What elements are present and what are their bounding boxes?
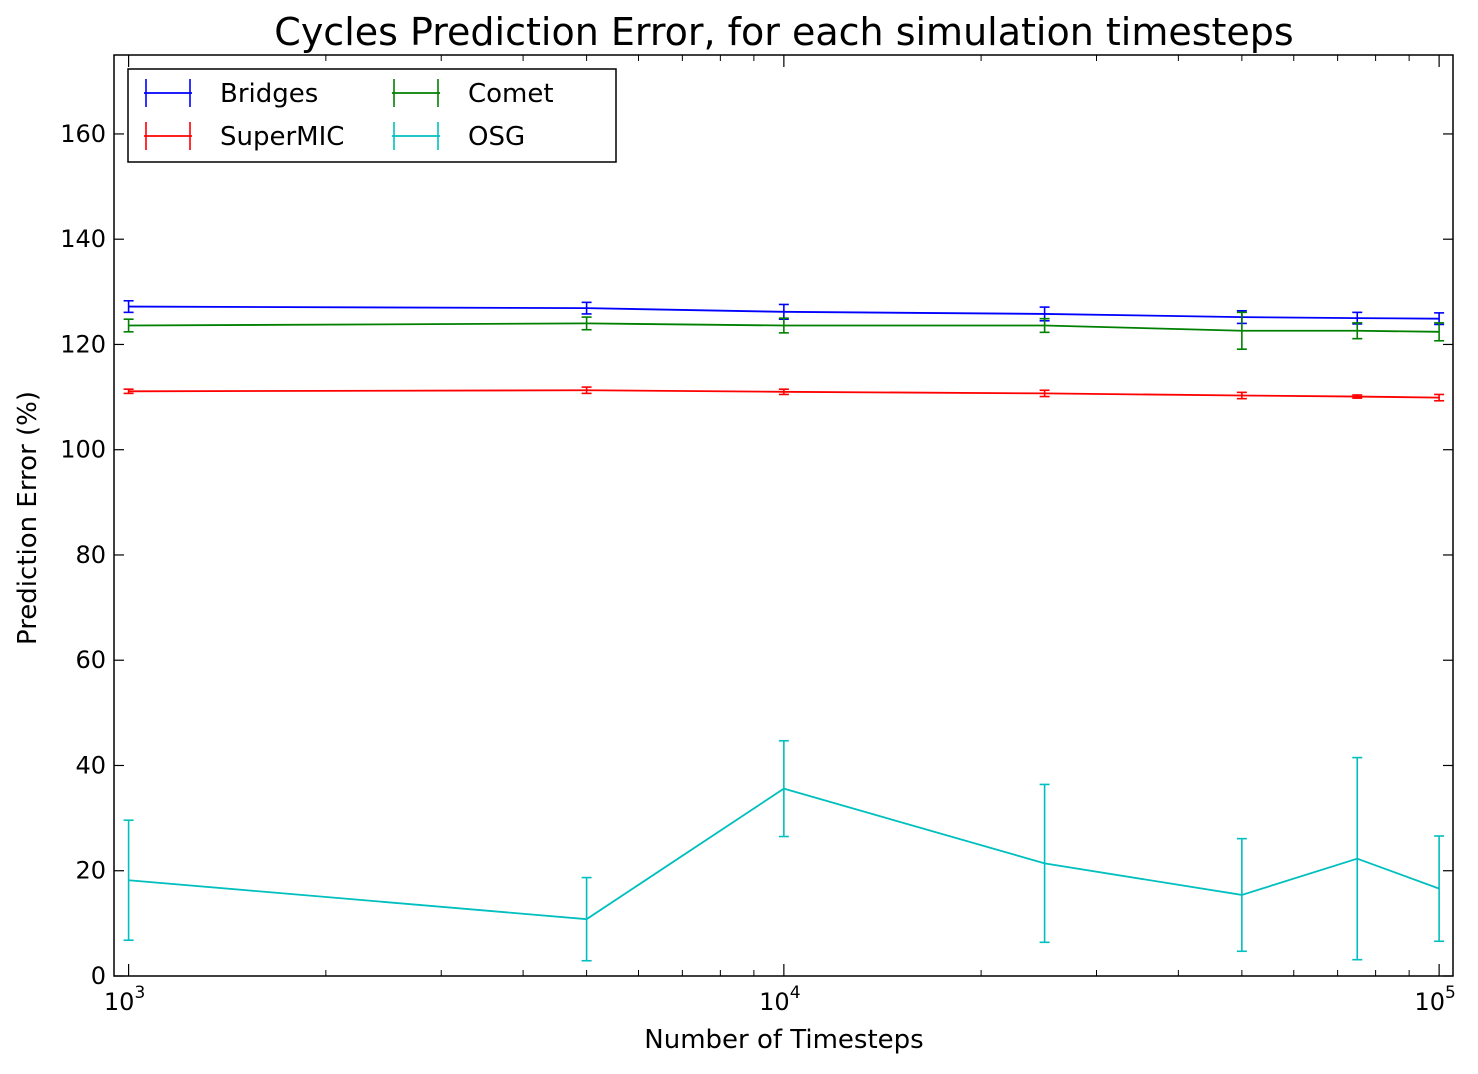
error-bar-supermic: [123, 388, 134, 395]
error-bar-supermic: [1236, 391, 1247, 400]
error-bar-osg: [1352, 756, 1363, 961]
legend-label: Comet: [468, 79, 554, 109]
y-tick-label: 20: [75, 857, 106, 885]
y-tick-label: 80: [75, 541, 106, 569]
error-bar-supermic: [778, 388, 789, 396]
error-bar-supermic: [1434, 393, 1445, 402]
x-tick-label: 104: [759, 983, 800, 1016]
error-bar-bridges: [123, 299, 134, 314]
error-bar-comet: [1039, 317, 1050, 334]
error-bar-osg: [1434, 835, 1445, 943]
error-bar-comet: [1434, 322, 1445, 342]
error-bar-comet: [123, 318, 134, 333]
error-bar-osg: [778, 739, 789, 838]
legend-label: Bridges: [220, 79, 318, 109]
y-axis-label: Prediction Error (%): [13, 391, 43, 645]
y-tick-label: 140: [60, 225, 106, 253]
y-tick-label: 120: [60, 330, 106, 358]
legend-label: OSG: [468, 122, 525, 152]
x-axis-label: Number of Timesteps: [644, 1025, 923, 1055]
error-bar-supermic: [1039, 389, 1050, 398]
legend-entry-comet: Comet: [392, 79, 554, 109]
y-tick-label: 60: [75, 646, 106, 674]
error-bar-osg: [123, 819, 134, 942]
y-tick-label: 40: [75, 751, 106, 779]
legend: Bridges Comet SuperMIC OSG: [127, 68, 617, 163]
error-bar-comet: [1352, 322, 1363, 340]
error-bar-osg: [1039, 783, 1050, 944]
legend-entry-osg: OSG: [392, 122, 525, 152]
legend-box: [127, 68, 617, 163]
error-bar-comet: [778, 317, 789, 334]
chart-title: Cycles Prediction Error, for each simula…: [274, 10, 1293, 54]
y-tick-label: 100: [60, 436, 106, 464]
y-tick-label: 160: [60, 120, 106, 148]
error-bar-osg: [1236, 837, 1247, 953]
error-bar-supermic: [581, 386, 592, 395]
error-bar-supermic: [1352, 394, 1363, 399]
legend-label: SuperMIC: [220, 122, 344, 152]
error-bar-comet: [1236, 311, 1247, 350]
legend-entry-supermic: SuperMIC: [144, 122, 344, 152]
legend-entry-bridges: Bridges: [144, 79, 318, 109]
x-tick-label: 103: [104, 983, 145, 1016]
x-tick-label: 105: [1414, 983, 1455, 1016]
plot-area: 0 20 40 60 80 100 120 140 160 103 104 105: [60, 54, 1456, 1016]
y-tick-label: 0: [91, 962, 106, 990]
error-bar-comet: [581, 316, 592, 331]
error-bar-osg: [581, 876, 592, 962]
plot-frame: [113, 54, 1454, 977]
error-bar-bridges: [581, 301, 592, 315]
